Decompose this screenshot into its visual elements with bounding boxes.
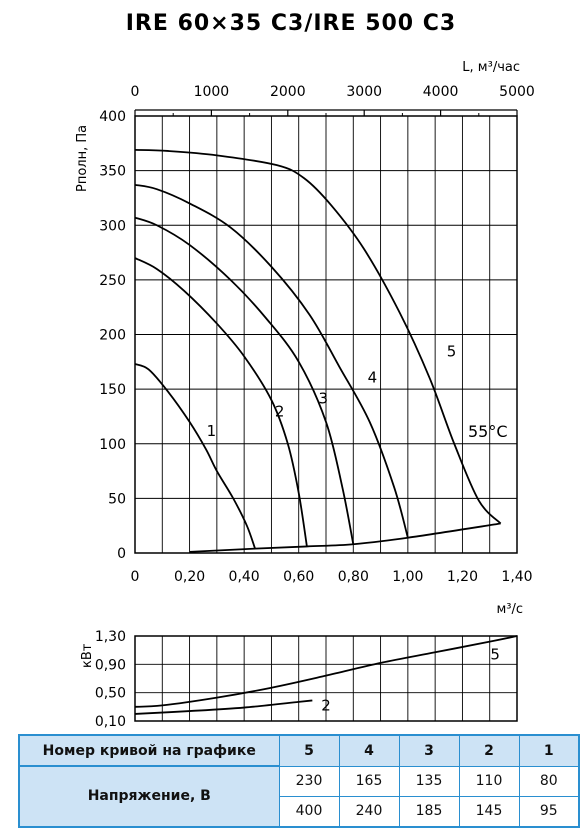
y-tick-label: 250 <box>99 273 126 289</box>
curve-number: 4 <box>338 734 400 767</box>
curve-label: 2 <box>275 402 285 420</box>
power-y-axis-label: кВт <box>80 643 95 668</box>
power-chart-frame <box>134 635 518 722</box>
y-axis-label: Рполн, Па <box>75 125 90 192</box>
voltage-table: Номер кривой на графике 5 4 3 2 1 Напряж… <box>18 734 580 828</box>
y-tick-label: 50 <box>108 491 126 507</box>
y-tick-label: 100 <box>99 437 126 453</box>
x-tick-label: 0 <box>131 569 140 585</box>
y-tick-label: 300 <box>99 218 126 234</box>
top-x-tick-label: 2000 <box>270 84 306 100</box>
power-chart-ticks: 0,10 0,50 0,90 1,30 <box>95 629 126 730</box>
x-tick-label: 0,20 <box>174 569 205 585</box>
top-x-tick-label: 4000 <box>423 84 459 100</box>
bottom-x-axis-label: м³/с <box>496 602 523 617</box>
top-x-tick-label: 0 <box>131 84 140 100</box>
curve-number: 5 <box>278 734 340 767</box>
x-tick-label: 0,40 <box>229 569 260 585</box>
power-curve-label: 5 <box>490 646 500 664</box>
voltage-cell: 240 <box>338 795 400 827</box>
voltage-cell: 145 <box>458 795 520 827</box>
power-chart-series: 52 <box>134 635 518 715</box>
table-row: 400 240 185 145 95 <box>19 795 580 827</box>
power-y-tick-label: 1,30 <box>95 629 126 645</box>
chart-title: IRE 60×35 C3/IRE 500 C3 <box>126 11 456 36</box>
voltage-cell: 185 <box>398 795 460 827</box>
curve-label: 3 <box>318 389 328 407</box>
top-x-tick-label: 3000 <box>346 84 382 100</box>
curve-label: 1 <box>207 422 217 440</box>
x-tick-label: 1,20 <box>447 569 478 585</box>
voltage-cell: 165 <box>338 765 400 797</box>
x-tick-label: 1,40 <box>501 569 532 585</box>
main-chart-frame <box>134 115 518 554</box>
top-x-tick-label: 5000 <box>499 84 535 100</box>
curve-4 <box>134 183 409 538</box>
voltage-cell: 230 <box>278 765 340 797</box>
fan-performance-chart: IRE 60×35 C3/IRE 500 C3 0501001502002503… <box>75 11 535 730</box>
voltage-cell: 400 <box>278 795 340 827</box>
table-header-row: Номер кривой на графике 5 4 3 2 1 <box>18 734 580 767</box>
voltage-cell: 110 <box>458 765 520 797</box>
top-x-axis-label: L, м³/час <box>462 60 520 75</box>
y-tick-label: 400 <box>99 109 126 125</box>
system-curve <box>189 522 501 553</box>
curve-number: 2 <box>458 734 520 767</box>
curve-number: 1 <box>518 734 580 767</box>
top-x-tick-label: 1000 <box>194 84 230 100</box>
y-tick-label: 150 <box>99 382 126 398</box>
power-y-tick-label: 0,90 <box>95 657 126 673</box>
curve-5 <box>134 148 502 525</box>
voltage-cell: 135 <box>398 765 460 797</box>
x-tick-label: 0,60 <box>283 569 314 585</box>
curve-label: 5 <box>447 342 457 360</box>
x-tick-label: 0,80 <box>338 569 369 585</box>
curve-1 <box>134 363 256 549</box>
voltage-cell: 80 <box>518 765 580 797</box>
curve-3 <box>134 216 355 545</box>
main-chart-series: 1 2 3 4 5 <box>134 148 502 553</box>
y-tick-label: 350 <box>99 164 126 180</box>
main-chart-grid <box>134 115 518 554</box>
curve-label: 4 <box>368 369 378 387</box>
power-y-tick-label: 0,10 <box>95 714 126 730</box>
table-row: Напряжение, В 230 165 135 110 80 <box>18 765 580 827</box>
voltage-cell: 95 <box>518 795 580 827</box>
y-tick-label: 200 <box>99 328 126 344</box>
temperature-annotation: 55°C <box>468 422 508 441</box>
power-curve-label: 2 <box>321 696 331 714</box>
x-tick-label: 1,00 <box>392 569 423 585</box>
curve-number: 3 <box>398 734 460 767</box>
power-curve-2 <box>134 699 313 715</box>
curve-2 <box>134 257 308 547</box>
power-curve-5 <box>134 635 518 708</box>
voltage-row-label: Напряжение, В <box>18 765 280 827</box>
table-header-label: Номер кривой на графике <box>18 734 280 767</box>
y-tick-label: 0 <box>117 546 126 562</box>
power-y-tick-label: 0,50 <box>95 686 126 702</box>
